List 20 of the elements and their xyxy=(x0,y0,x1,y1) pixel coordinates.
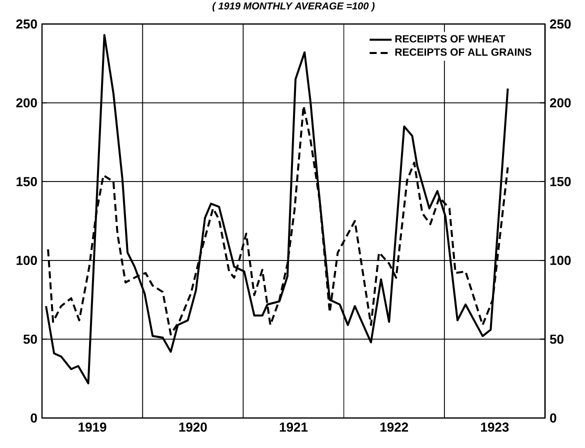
y2-tick-label: 0 xyxy=(550,413,556,423)
x-tick-label: 1920 xyxy=(179,422,207,432)
y-tick-label: 150 xyxy=(16,176,37,186)
x-tick-label: 1923 xyxy=(481,422,509,432)
x-tick-label: 1921 xyxy=(280,422,308,432)
y-tick-label: 0 xyxy=(30,413,37,423)
y2-tick-label: 100 xyxy=(550,256,571,265)
y-tick-label: 200 xyxy=(16,98,37,108)
chart-title: ( 1919 MONTHLY AVERAGE =100 ) xyxy=(212,2,375,12)
legend-label: RECEIPTS OF ALL GRAINS xyxy=(395,48,532,56)
y-tick-label: 250 xyxy=(16,19,37,29)
y2-tick-label: 200 xyxy=(550,98,571,108)
legend-label: RECEIPTS OF WHEAT xyxy=(395,35,506,43)
x-tick-label: 1919 xyxy=(78,422,106,432)
y2-tick-label: 50 xyxy=(550,334,564,344)
x-tick-label: 1922 xyxy=(380,422,408,432)
y-tick-label: 50 xyxy=(23,334,37,344)
y-tick-label: 100 xyxy=(16,256,37,265)
y2-tick-label: 150 xyxy=(550,176,571,186)
y2-tick-label: 250 xyxy=(550,19,571,29)
